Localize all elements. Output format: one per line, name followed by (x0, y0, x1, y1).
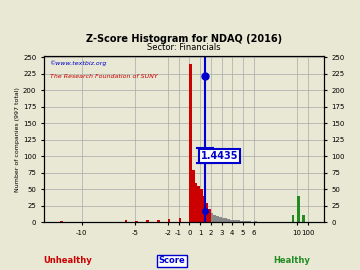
Bar (292, 215, 294, 222)
Bar (230, 220, 232, 222)
Text: 1.4435: 1.4435 (201, 151, 238, 161)
Bar (238, 221, 240, 222)
Bar (219, 217, 221, 222)
Bar (206, 202, 208, 222)
Bar (135, 221, 138, 222)
Bar (168, 219, 170, 222)
Bar (235, 221, 238, 222)
Bar (302, 215, 305, 222)
Bar (125, 220, 127, 222)
Bar (213, 215, 216, 222)
Bar (208, 209, 211, 222)
Bar (203, 196, 206, 222)
Bar (179, 218, 181, 222)
Bar (297, 196, 300, 222)
Bar (227, 219, 230, 222)
Text: Healthy: Healthy (274, 256, 310, 265)
Bar (200, 189, 203, 222)
Bar (216, 216, 219, 222)
Bar (189, 64, 192, 222)
Title: Z-Score Histogram for NDAQ (2016): Z-Score Histogram for NDAQ (2016) (86, 34, 282, 44)
Y-axis label: Number of companies (997 total): Number of companies (997 total) (15, 87, 20, 191)
Bar (197, 186, 200, 222)
Bar (60, 221, 63, 222)
Bar (254, 221, 257, 222)
Bar (248, 221, 251, 222)
Bar (246, 221, 248, 222)
Bar (224, 218, 227, 222)
Bar (146, 221, 149, 222)
Bar (157, 220, 160, 222)
Text: Score: Score (158, 256, 185, 265)
Text: ©www.textbiz.org: ©www.textbiz.org (50, 61, 107, 66)
Bar (240, 221, 243, 222)
Bar (192, 170, 195, 222)
Bar (195, 183, 197, 222)
Bar (221, 218, 224, 222)
Text: Unhealthy: Unhealthy (43, 256, 92, 265)
Bar (211, 212, 213, 222)
Bar (243, 221, 246, 222)
Text: Sector: Financials: Sector: Financials (147, 43, 221, 52)
Text: The Research Foundation of SUNY: The Research Foundation of SUNY (50, 74, 157, 79)
Bar (232, 220, 235, 222)
